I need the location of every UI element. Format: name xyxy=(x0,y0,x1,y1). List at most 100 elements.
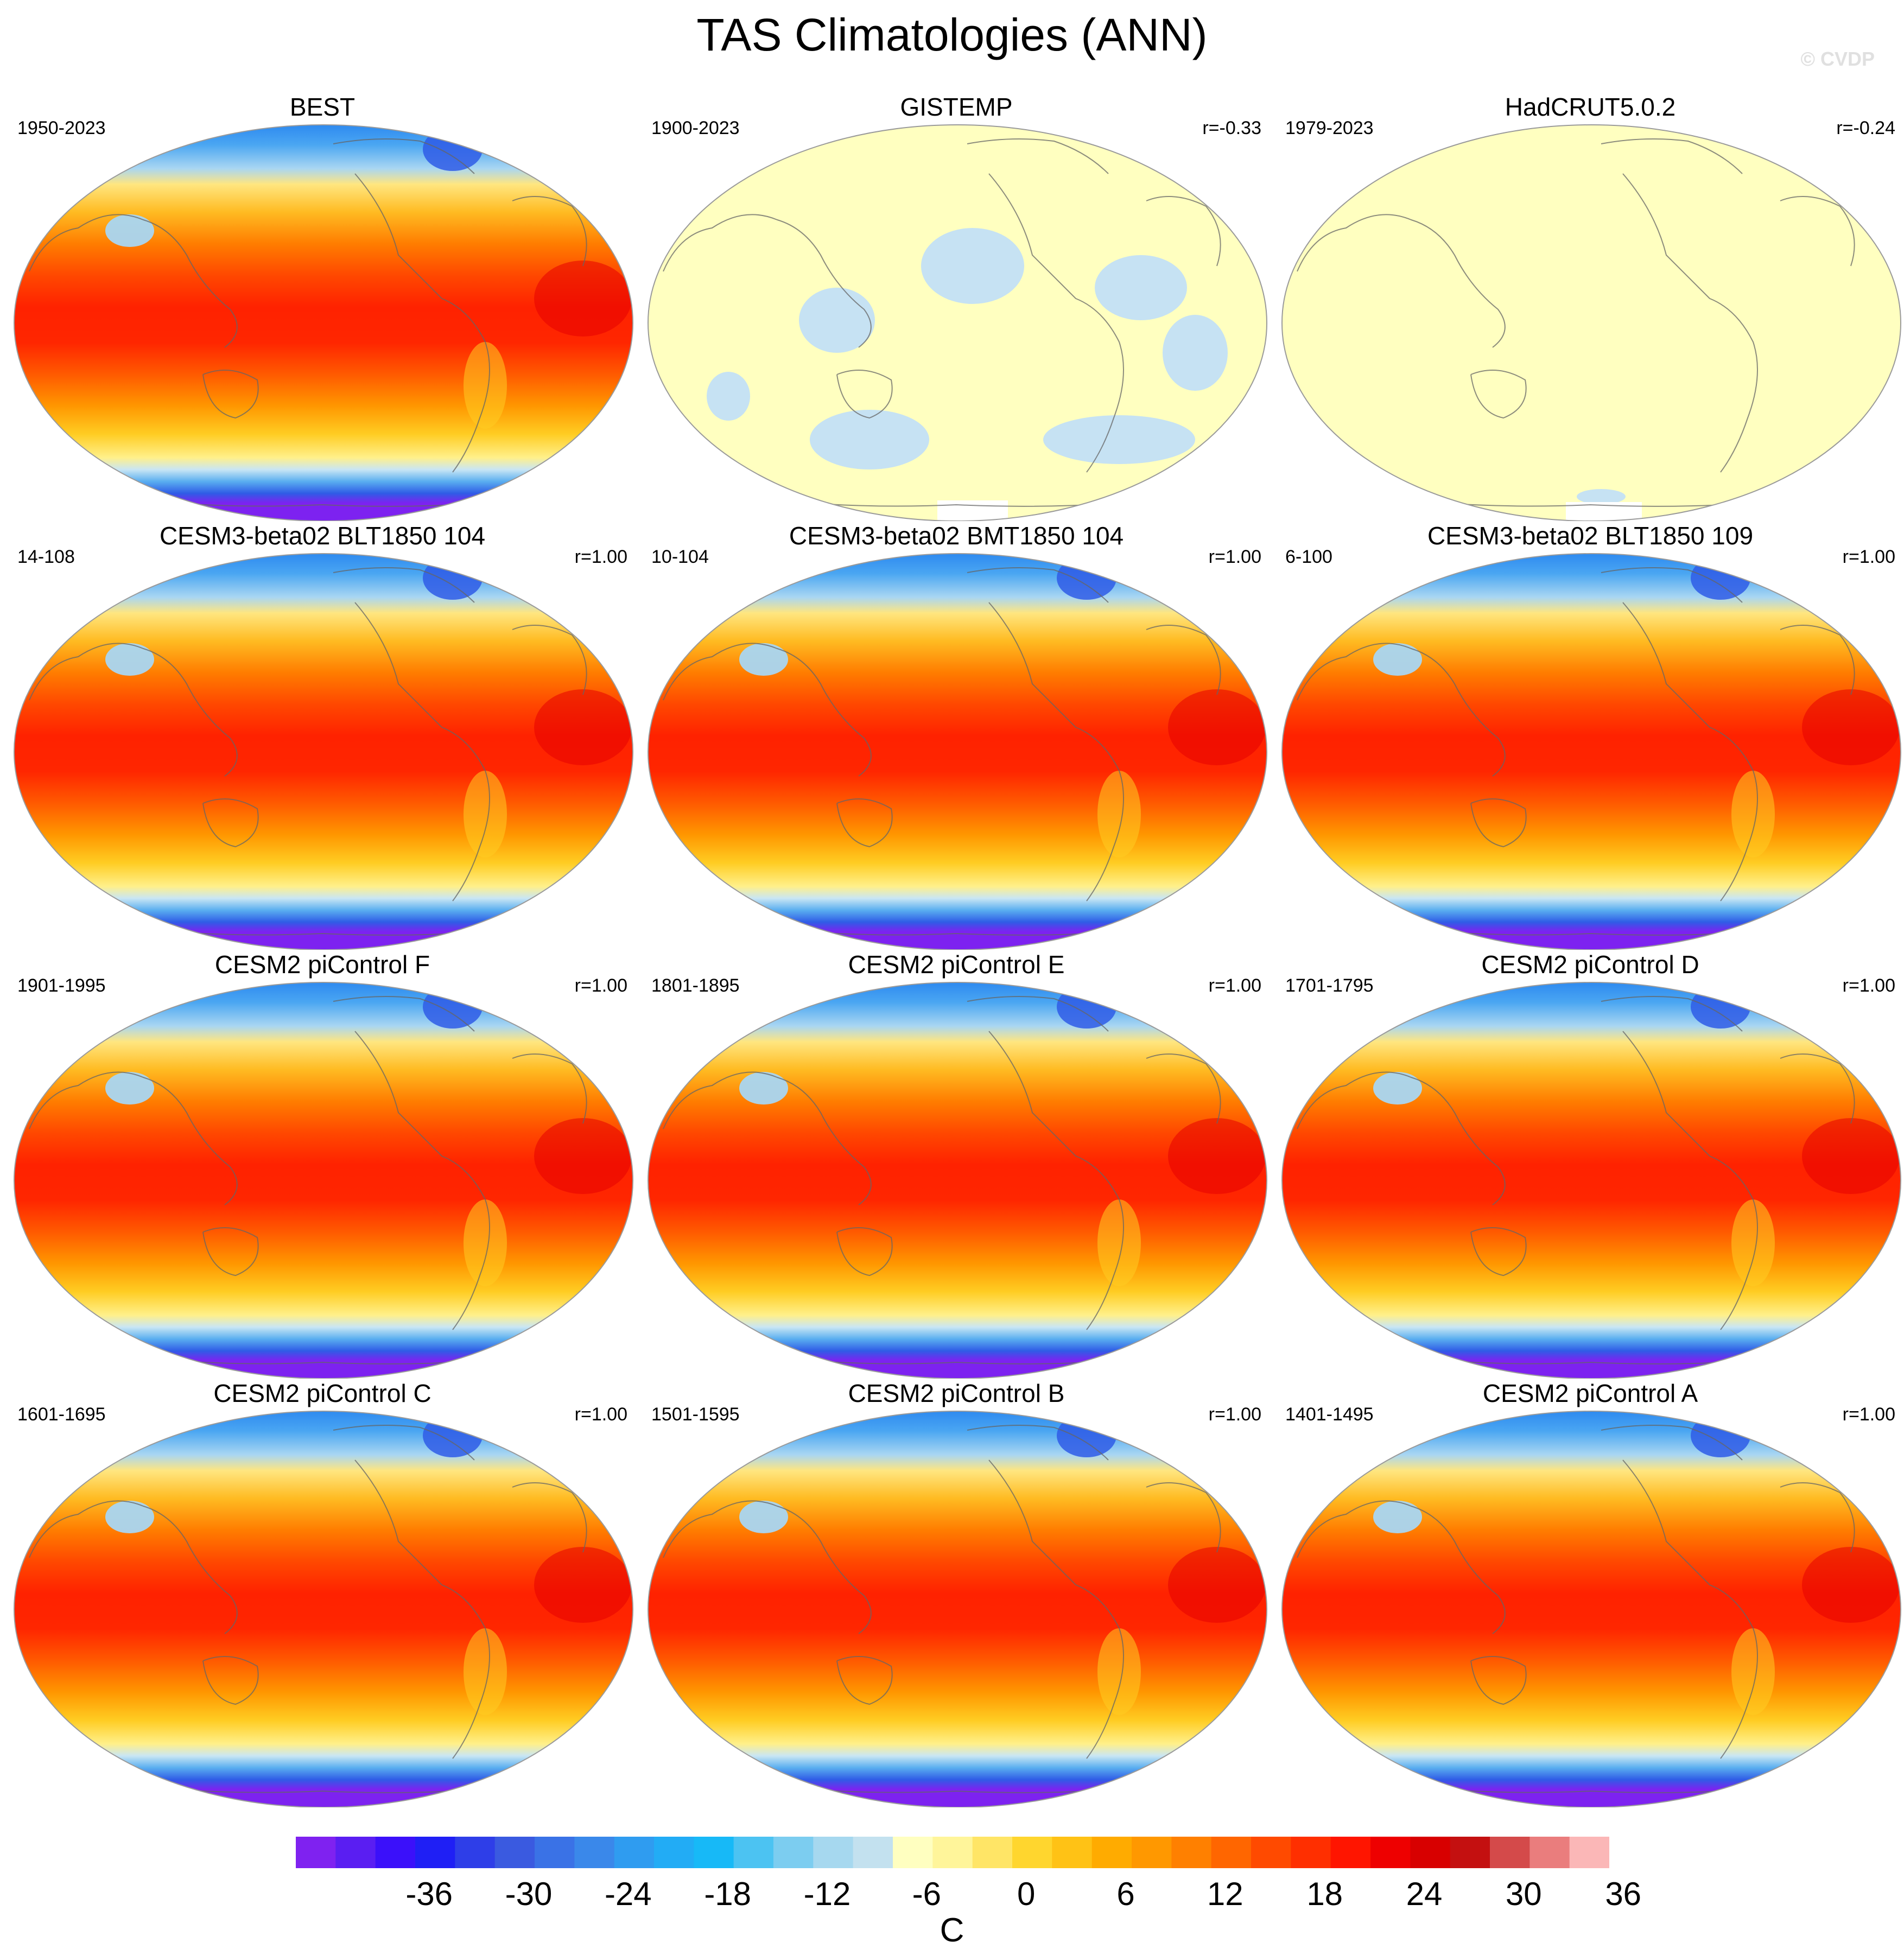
map-panel: CESM2 piControl F 1901-1995 r=1.00 xyxy=(8,950,637,1379)
panel-period: 1501-1595 xyxy=(651,1404,740,1425)
panel-period: 1950-2023 xyxy=(17,118,106,138)
colorbar-swatch xyxy=(494,1837,535,1868)
panel-correlation: r=1.00 xyxy=(1208,547,1261,567)
colorbar-swatch xyxy=(1529,1837,1570,1868)
world-map xyxy=(1281,1411,1901,1807)
panel-title: CESM2 piControl F xyxy=(214,950,430,979)
colorbar-swatch xyxy=(1291,1837,1331,1868)
map-panel: CESM2 piControl E 1801-1895 r=1.00 xyxy=(642,950,1271,1379)
world-map xyxy=(14,982,633,1379)
colorbar-swatch xyxy=(654,1837,694,1868)
map-panel: CESM2 piControl A 1401-1495 r=1.00 xyxy=(1275,1379,1904,1807)
colorbar-swatch xyxy=(375,1837,416,1868)
colorbar-swatch xyxy=(1450,1837,1490,1868)
colorbar-swatch xyxy=(1410,1837,1451,1868)
panel-title: CESM3-beta02 BLT1850 109 xyxy=(1427,522,1754,550)
map-panel: BEST 1950-2023 xyxy=(8,92,637,521)
panel-title: CESM2 piControl D xyxy=(1481,950,1699,979)
colorbar-swatch xyxy=(1012,1837,1052,1868)
colorbar xyxy=(296,1837,1609,1868)
panel-title: CESM3-beta02 BMT1850 104 xyxy=(789,522,1124,550)
colorbar-swatch xyxy=(893,1837,933,1868)
colorbar-tick-label: -12 xyxy=(803,1876,851,1912)
colorbar-swatch xyxy=(1370,1837,1411,1868)
colorbar-swatch xyxy=(535,1837,575,1868)
panel-period: 1901-1995 xyxy=(17,975,106,996)
colorbar-swatch xyxy=(335,1837,376,1868)
colorbar-tick-label: 18 xyxy=(1306,1876,1343,1912)
world-map xyxy=(648,124,1267,521)
panel-correlation: r=1.00 xyxy=(574,1404,627,1425)
panel-correlation: r=1.00 xyxy=(1842,547,1895,567)
colorbar-swatch xyxy=(1251,1837,1291,1868)
colorbar-tick-label: -18 xyxy=(704,1876,752,1912)
panel-correlation: r=1.00 xyxy=(1842,1404,1895,1425)
colorbar-swatch xyxy=(1330,1837,1371,1868)
panel-correlation: r=1.00 xyxy=(1208,975,1261,996)
colorbar-swatch xyxy=(296,1837,336,1868)
colorbar-swatch xyxy=(614,1837,655,1868)
colorbar-tick-label: 0 xyxy=(1017,1876,1036,1912)
colorbar-tick-label: -36 xyxy=(405,1876,453,1912)
panel-period: 6-100 xyxy=(1285,547,1332,567)
panel-title: CESM2 piControl C xyxy=(213,1379,431,1407)
colorbar-swatches xyxy=(296,1837,1609,1868)
colorbar-swatch xyxy=(415,1837,455,1868)
colorbar-tick-label: 12 xyxy=(1207,1876,1243,1912)
map-panel: CESM2 piControl B 1501-1595 r=1.00 xyxy=(642,1379,1271,1807)
world-map xyxy=(14,124,633,521)
panel-period: 1801-1895 xyxy=(651,975,740,996)
panel-title: CESM2 piControl A xyxy=(1482,1379,1698,1407)
colorbar-tick-label: 36 xyxy=(1605,1876,1642,1912)
world-map xyxy=(14,1411,633,1807)
colorbar-swatch xyxy=(1490,1837,1530,1868)
map-panel: CESM2 piControl C 1601-1695 r=1.00 xyxy=(8,1379,637,1807)
colorbar-swatch xyxy=(455,1837,496,1868)
panel-correlation: r=-0.24 xyxy=(1836,118,1895,138)
figure-title: TAS Climatologies (ANN) xyxy=(696,9,1208,60)
world-map xyxy=(1281,553,1901,950)
map-panel: CESM3-beta02 BLT1850 109 6-100 r=1.00 xyxy=(1275,521,1904,950)
panel-title: CESM2 piControl B xyxy=(848,1379,1065,1407)
colorbar-swatch xyxy=(1132,1837,1172,1868)
panel-correlation: r=1.00 xyxy=(574,547,627,567)
colorbar-tick-label: -30 xyxy=(505,1876,553,1912)
panel-period: 14-108 xyxy=(17,547,75,567)
world-map xyxy=(14,553,633,950)
panel-title: GISTEMP xyxy=(900,93,1013,121)
panel-period: 1401-1495 xyxy=(1285,1404,1374,1425)
map-panel: CESM3-beta02 BLT1850 104 14-108 r=1.00 xyxy=(8,521,637,950)
colorbar-swatch xyxy=(853,1837,893,1868)
colorbar-swatch xyxy=(694,1837,734,1868)
colorbar-swatch xyxy=(773,1837,814,1868)
panel-correlation: r=1.00 xyxy=(1208,1404,1261,1425)
colorbar-swatch xyxy=(1211,1837,1252,1868)
world-map xyxy=(648,982,1267,1379)
panel-correlation: r=1.00 xyxy=(1842,975,1895,996)
panel-period: 10-104 xyxy=(651,547,709,567)
world-map xyxy=(1281,982,1901,1379)
colorbar-swatch xyxy=(1091,1837,1132,1868)
colorbar-units: C xyxy=(940,1912,964,1949)
colorbar-tick-label: 6 xyxy=(1116,1876,1135,1912)
colorbar-swatch xyxy=(1171,1837,1212,1868)
colorbar-tick-label: -6 xyxy=(912,1876,941,1912)
panel-title: BEST xyxy=(289,93,356,121)
map-panel: CESM2 piControl D 1701-1795 r=1.00 xyxy=(1275,950,1904,1379)
map-panel: CESM3-beta02 BMT1850 104 10-104 r=1.00 xyxy=(642,521,1271,950)
panel-correlation: r=1.00 xyxy=(574,975,627,996)
colorbar-swatch xyxy=(972,1837,1013,1868)
panel-title: CESM2 piControl E xyxy=(848,950,1065,979)
colorbar-tick-label: 30 xyxy=(1505,1876,1542,1912)
map-panel: GISTEMP 1900-2023 r=-0.33 xyxy=(642,92,1271,521)
colorbar-swatch xyxy=(574,1837,615,1868)
panel-period: 1979-2023 xyxy=(1285,118,1374,138)
world-map xyxy=(648,553,1267,950)
panel-title: CESM3-beta02 BLT1850 104 xyxy=(159,522,486,550)
watermark: © CVDP xyxy=(1800,48,1875,70)
colorbar-tick-label: -24 xyxy=(604,1876,652,1912)
map-panel: HadCRUT5.0.2 1979-2023 r=-0.24 xyxy=(1275,92,1904,521)
panel-title: HadCRUT5.0.2 xyxy=(1505,93,1676,121)
colorbar-tick-label: 24 xyxy=(1406,1876,1443,1912)
panel-period: 1900-2023 xyxy=(651,118,740,138)
